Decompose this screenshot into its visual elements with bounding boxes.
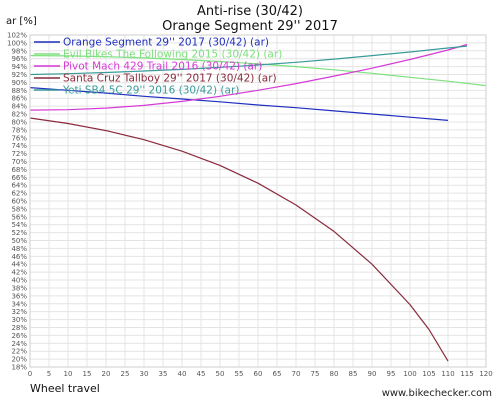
y-tick-label: 26% (11, 332, 27, 340)
legend-label-5: Yeti SB4.5C 29'' 2016 (30/42) (ar) (62, 85, 239, 97)
y-tick-label: 94% (11, 63, 27, 71)
y-tick-label: 80% (11, 118, 27, 126)
x-tick-label: 50 (216, 370, 225, 378)
legend-label-2: Evil Bikes The Following 2015 (30/42) (a… (63, 49, 282, 61)
series-line-5 (29, 45, 468, 76)
x-tick-label: 85 (349, 370, 358, 378)
y-tick-label: 20% (11, 356, 27, 364)
x-tick-label: 45 (197, 370, 206, 378)
x-tick-label: 0 (28, 370, 32, 378)
plot-frame (29, 34, 487, 368)
x-tick-label: 60 (254, 370, 263, 378)
y-tick-label: 90% (11, 79, 27, 87)
x-tick-label: 25 (121, 370, 130, 378)
y-tick-label: 68% (11, 166, 27, 174)
x-axis-label: Wheel travel (30, 382, 100, 395)
y-tick-label: 46% (11, 253, 27, 261)
x-tick-label: 75 (311, 370, 320, 378)
y-tick-label: 52% (11, 229, 27, 237)
plot-series (29, 43, 487, 362)
y-tick-label: 62% (11, 190, 27, 198)
y-tick-label: 70% (11, 158, 27, 166)
y-tick-label: 50% (11, 237, 27, 245)
x-tick-label: 90 (368, 370, 377, 378)
y-tick-label: 98% (11, 47, 27, 55)
y-tick-label: 54% (11, 221, 27, 229)
y-tick-label: 100% (7, 39, 27, 47)
x-tick-label: 35 (159, 370, 168, 378)
x-tick-label: 105 (422, 370, 435, 378)
y-tick-label: 76% (11, 134, 27, 142)
x-tick-label: 40 (178, 370, 187, 378)
legend-label-1: Orange Segment 29'' 2017 (30/42) (ar) (63, 37, 269, 49)
x-tick-label: 20 (102, 370, 111, 378)
series-line-2 (29, 55, 487, 87)
x-tick-label: 120 (479, 370, 492, 378)
series-line-1 (29, 87, 449, 121)
y-tick-label: 28% (11, 324, 27, 332)
y-tick-label: 56% (11, 213, 27, 221)
x-tick-label: 110 (441, 370, 454, 378)
grid (29, 34, 487, 368)
legend-label-4: Santa Cruz Tallboy 29'' 2017 (30/42) (ar… (63, 73, 277, 85)
y-tick-label: 96% (11, 55, 27, 63)
y-tick-label: 86% (11, 95, 27, 103)
x-tick-label: 95 (387, 370, 396, 378)
legend: Orange Segment 29'' 2017 (30/42) (ar)Evi… (34, 37, 282, 97)
y-tick-label: 82% (11, 111, 27, 119)
series-line-3 (29, 43, 468, 111)
y-tick-label: 44% (11, 261, 27, 269)
chart-subtitle: Orange Segment 29'' 2017 (162, 19, 338, 34)
x-tick-label: 55 (235, 370, 244, 378)
y-tick-label: 38% (11, 284, 27, 292)
y-axis-label: ar [%] (6, 16, 37, 27)
y-tick-label: 64% (11, 182, 27, 190)
y-tick-label: 72% (11, 150, 27, 158)
y-tick-label: 66% (11, 174, 27, 182)
y-tick-label: 18% (11, 364, 27, 372)
series-line-4 (29, 117, 449, 362)
legend-label-3: Pivot Mach 429 Trail 2016 (30/42) (ar) (63, 61, 262, 73)
y-tick-label: 22% (11, 348, 27, 356)
x-tick-label: 100 (403, 370, 416, 378)
site-credit: www.bikechecker.com (382, 388, 492, 399)
y-tick-label: 32% (11, 308, 27, 316)
x-tick-label: 10 (64, 370, 73, 378)
chart-title: Anti-rise (30/42) (197, 4, 303, 19)
x-tick-label: 70 (292, 370, 301, 378)
x-tick-label: 30 (140, 370, 149, 378)
tick-labels: 18%20%22%24%26%28%30%32%34%36%38%40%42%4… (7, 32, 493, 379)
y-tick-label: 60% (11, 198, 27, 206)
y-tick-label: 88% (11, 87, 27, 95)
y-tick-label: 74% (11, 142, 27, 150)
y-tick-label: 78% (11, 126, 27, 134)
y-tick-label: 30% (11, 316, 27, 324)
y-tick-label: 58% (11, 205, 27, 213)
y-tick-label: 24% (11, 340, 27, 348)
y-tick-label: 40% (11, 277, 27, 285)
y-tick-label: 36% (11, 292, 27, 300)
y-tick-label: 84% (11, 103, 27, 111)
x-tick-label: 80 (330, 370, 339, 378)
x-tick-label: 15 (83, 370, 92, 378)
y-tick-label: 92% (11, 71, 27, 79)
y-tick-label: 34% (11, 300, 27, 308)
y-tick-label: 42% (11, 269, 27, 277)
x-tick-label: 65 (273, 370, 282, 378)
x-tick-label: 5 (47, 370, 51, 378)
y-tick-label: 102% (7, 32, 27, 40)
x-tick-label: 115 (460, 370, 473, 378)
y-tick-label: 48% (11, 245, 27, 253)
